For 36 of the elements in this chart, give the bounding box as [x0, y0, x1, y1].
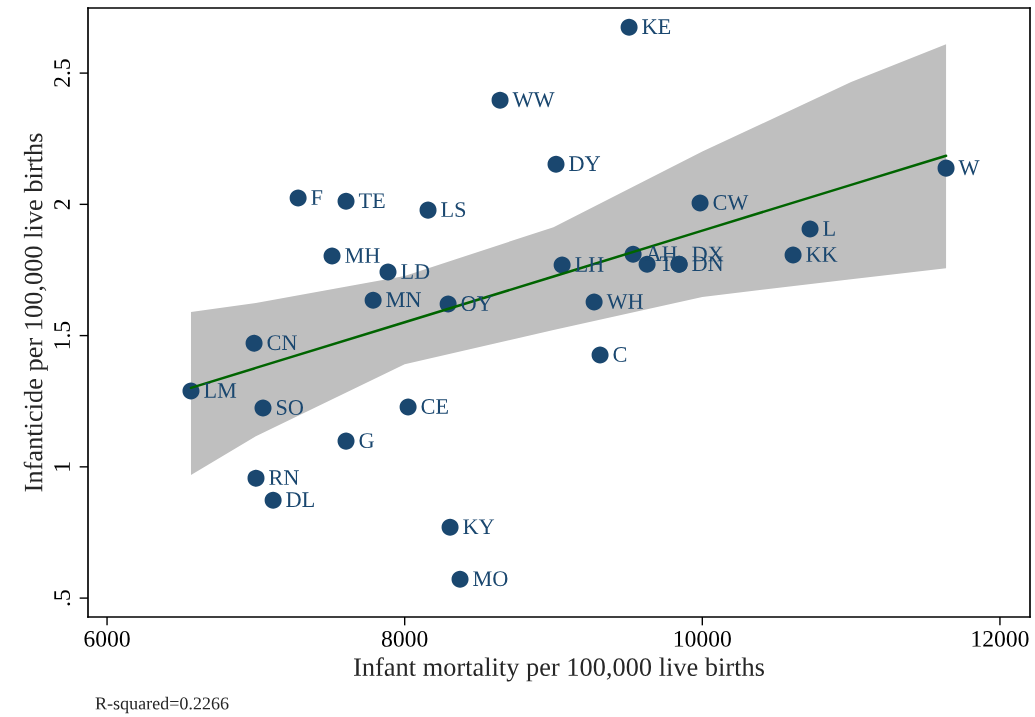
- annotation: C: [613, 347, 627, 362]
- annotation: KE: [642, 19, 671, 34]
- annotation: W: [958, 160, 980, 176]
- annotation: DL: [286, 492, 314, 507]
- annotation: KK: [806, 247, 838, 262]
- annotation: DY: [569, 156, 601, 171]
- annotation: F: [311, 190, 323, 205]
- text: R-squared=0.2266: [95, 696, 229, 714]
- annotation: LM: [204, 383, 237, 398]
- annotation: MN: [386, 292, 421, 307]
- annotation: RN: [269, 470, 299, 485]
- x-tick-label: 8000: [381, 630, 428, 647]
- annotation: TE: [358, 193, 385, 208]
- x-tick-label: 10000: [674, 630, 731, 647]
- y-tick-label: 1: [54, 462, 70, 471]
- y-tick-label: 2.5: [54, 59, 71, 87]
- annotation: SO: [276, 400, 303, 415]
- annotation: WW: [512, 92, 555, 108]
- y-axis-title: Infanticide per 100,000 live births: [23, 133, 48, 492]
- y-tick-label: 2: [54, 199, 70, 210]
- x-tick-label: 6000: [84, 630, 130, 647]
- x-tick-label: 12000: [972, 630, 1029, 647]
- annotation: WH: [606, 294, 643, 310]
- annotation: LS: [441, 202, 466, 218]
- annotation: LD: [401, 264, 430, 279]
- annotation: KY: [463, 519, 495, 534]
- annotation: MH: [345, 248, 380, 263]
- annotation: CW: [713, 195, 749, 211]
- annotation: MO: [473, 571, 508, 587]
- y-tick-label: 1.5: [54, 321, 71, 349]
- annotation: G: [359, 433, 374, 449]
- annotation: CE: [421, 399, 448, 414]
- y-tick-label: .5: [54, 590, 71, 606]
- x-axis-title: Infant mortality per 100,000 live births: [354, 657, 764, 682]
- annotation: L: [823, 221, 835, 236]
- annotation: CN: [267, 335, 297, 351]
